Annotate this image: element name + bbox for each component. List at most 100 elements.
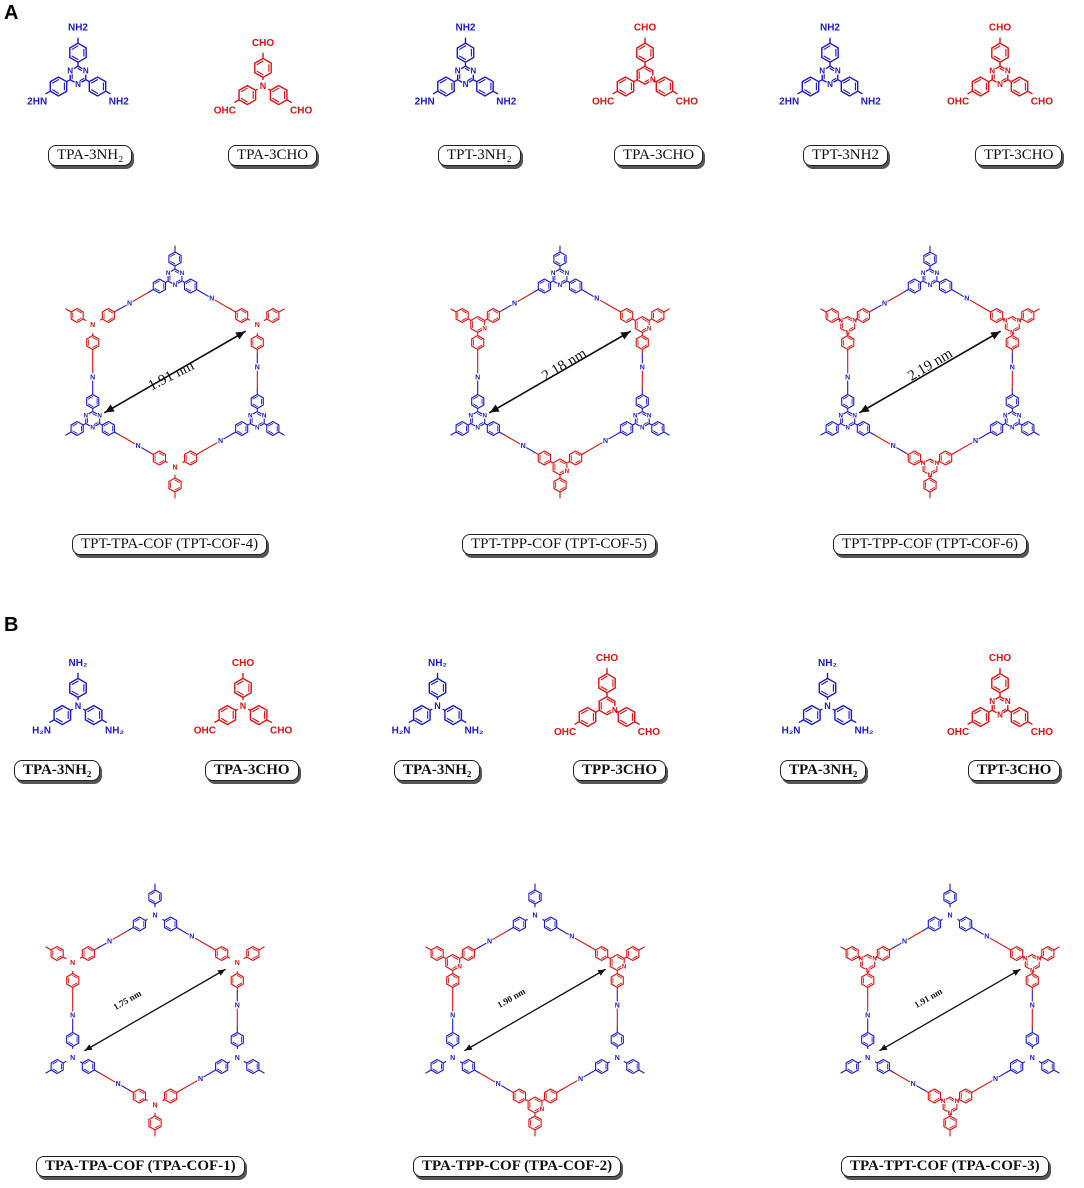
functional-group-label: H₂N (782, 725, 801, 736)
monomer-label: TPA-3NH₂ (48, 145, 133, 166)
nitrogen-atom: N (859, 956, 864, 963)
imine-nitrogen: N (521, 443, 526, 450)
imine-nitrogen: N (90, 374, 95, 381)
nitrogen-atom: N (255, 425, 260, 432)
imine-nitrogen: N (475, 374, 480, 381)
nitrogen-atom: N (97, 413, 102, 420)
nitrogen-atom: N (921, 460, 926, 467)
nitrogen-atom: N (835, 67, 841, 76)
imine-nitrogen: N (569, 934, 574, 941)
imine-nitrogen: N (496, 1081, 501, 1088)
cof-label: TPA-TPT-COF (TPA-COF-3) (841, 1156, 1049, 1177)
imine-nitrogen: N (845, 374, 850, 381)
nitrogen-atom: N (482, 413, 487, 420)
functional-group-label: CHO (634, 23, 656, 34)
nitrogen-atom: N (1017, 413, 1022, 420)
monomer-label: TPA-3NH₂ (780, 760, 867, 781)
nitrogen-atom: N (532, 913, 537, 920)
imine-nitrogen: N (993, 1076, 998, 1083)
imine-nitrogen: N (640, 365, 645, 372)
functional-group-label: CHO (270, 725, 292, 736)
nitrogen-atom: N (235, 1055, 240, 1062)
nitrogen-atom: N (1003, 318, 1008, 325)
cof-framework: N N N N N N N N N N N N (425, 883, 645, 1137)
arrow-head (489, 404, 500, 413)
nitrogen-atom: N (450, 1055, 455, 1062)
arrow-head (990, 331, 1001, 340)
monomer-label: TPA-3NH₂ (394, 760, 481, 781)
functional-group-label: 2HN (415, 97, 435, 108)
functional-group-label: NH₂ (69, 658, 88, 669)
functional-group-label: CHO (1031, 97, 1053, 108)
nitrogen-atom: N (235, 960, 240, 967)
nitrogen-atom: N (83, 67, 89, 76)
imine-nitrogen: N (964, 296, 969, 303)
imine-nitrogen: N (450, 1012, 455, 1019)
nitrogen-atom: N (827, 80, 833, 89)
nitrogen-atom: N (166, 270, 171, 277)
nitrogen-atom: N (260, 81, 267, 91)
cof-label: TPT-TPA-COF (TPT-COF-4) (72, 534, 268, 555)
nitrogen-atom: N (633, 413, 638, 420)
nitrogen-atom: N (1037, 956, 1042, 963)
functional-group-label: H₂N (32, 725, 51, 736)
imine-nitrogen: N (578, 1076, 583, 1083)
nitrogen-atom: N (997, 80, 1003, 89)
nitrogen-atom: N (75, 80, 81, 89)
functional-group-label: NH₂ (465, 725, 484, 736)
nitrogen-atom: N (1005, 67, 1011, 76)
nitrogen-atom: N (434, 701, 441, 711)
nitrogen-atom: N (615, 1055, 620, 1062)
imine-nitrogen: N (255, 365, 260, 372)
functional-group-label: 2HN (27, 97, 47, 108)
functional-group-label: 2HN (779, 97, 799, 108)
imine-nitrogen: N (189, 934, 194, 941)
arrow-head (84, 1044, 93, 1051)
imine-nitrogen: N (136, 443, 141, 450)
imine-nitrogen: N (107, 939, 112, 946)
imine-nitrogen: N (865, 1012, 870, 1019)
functional-group-label: CHO (989, 653, 1011, 664)
nitrogen-atom: N (457, 964, 462, 971)
imine-nitrogen: N (116, 1081, 121, 1088)
nitrogen-atom: N (240, 701, 247, 711)
monomer-label: TPA-3CHO (205, 760, 299, 781)
nitrogen-atom: N (1017, 318, 1022, 325)
nitrogen-atom: N (647, 413, 652, 420)
imine-nitrogen: N (209, 296, 214, 303)
nitrogen-atom: N (955, 1098, 960, 1105)
nitrogen-atom: N (845, 425, 850, 432)
functional-group-label: CHO (232, 658, 254, 669)
nitrogen-atom: N (470, 67, 476, 76)
functional-group-label: H₂N (392, 725, 411, 736)
functional-group-label: NH₂ (105, 725, 124, 736)
nitrogen-atom: N (565, 270, 570, 277)
nitrogen-atom: N (872, 956, 877, 963)
functional-group-label: NH2 (109, 97, 129, 108)
monomer-structure: N NH₂ H₂N NH₂ (32, 658, 124, 736)
nitrogen-atom: N (469, 413, 474, 420)
functional-group-label: CHO (989, 23, 1011, 34)
arrow-head (597, 969, 606, 976)
imine-nitrogen: N (487, 939, 492, 946)
arrow-head (104, 404, 115, 413)
functional-group-label: NH2 (68, 23, 88, 34)
nitrogen-atom: N (558, 282, 563, 289)
arrow-head (620, 331, 631, 340)
imine-nitrogen: N (603, 438, 608, 445)
imine-nitrogen: N (902, 939, 907, 946)
nitrogen-atom: N (989, 697, 995, 706)
nitrogen-atom: N (997, 711, 1003, 720)
nitrogen-atom: N (852, 318, 857, 325)
functional-group-label: OHC (947, 97, 969, 108)
functional-group-label: OHC (554, 727, 576, 738)
nitrogen-atom: N (941, 1098, 946, 1105)
nitrogen-atom: N (1005, 697, 1011, 706)
